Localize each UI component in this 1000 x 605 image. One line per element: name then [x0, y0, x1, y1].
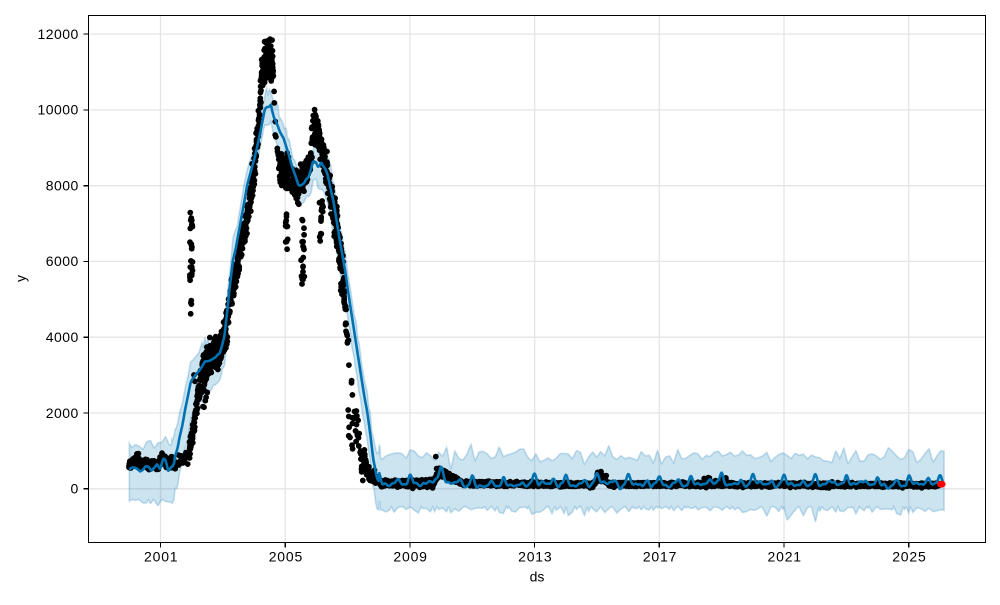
svg-text:2001: 2001 — [144, 549, 178, 565]
svg-text:2017: 2017 — [643, 549, 677, 565]
svg-text:2005: 2005 — [269, 549, 303, 565]
svg-text:2000: 2000 — [46, 405, 79, 421]
svg-text:8000: 8000 — [46, 178, 79, 194]
svg-text:0: 0 — [70, 481, 78, 497]
svg-text:ds: ds — [530, 569, 545, 585]
svg-text:12000: 12000 — [38, 26, 79, 42]
svg-text:4000: 4000 — [46, 329, 79, 345]
svg-text:10000: 10000 — [38, 102, 79, 118]
svg-text:2025: 2025 — [892, 549, 926, 565]
svg-text:2013: 2013 — [518, 549, 552, 565]
svg-text:y: y — [12, 275, 28, 282]
svg-text:6000: 6000 — [46, 253, 79, 269]
svg-text:2009: 2009 — [393, 549, 427, 565]
svg-text:2021: 2021 — [768, 549, 802, 565]
